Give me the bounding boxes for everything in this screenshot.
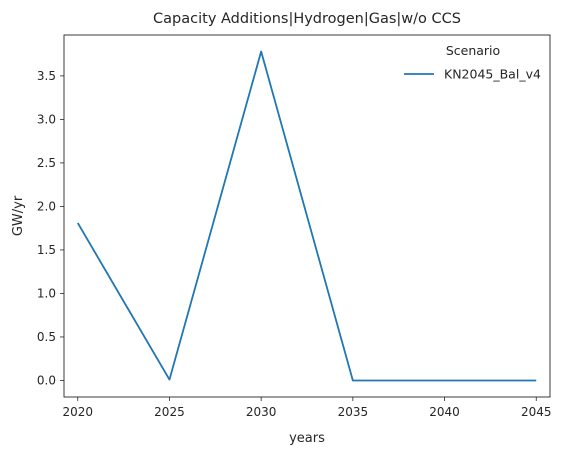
y-tick-label: 3.0 — [37, 112, 56, 126]
y-axis: 0.0 0.5 1.0 1.5 2.0 2.5 3.0 3.5 — [37, 69, 64, 387]
x-tick-label: 2025 — [154, 405, 185, 419]
x-tick-label: 2020 — [62, 405, 93, 419]
x-tick-label: 2045 — [521, 405, 552, 419]
y-tick-label: 2.5 — [37, 156, 56, 170]
y-axis-label: GW/yr — [11, 195, 26, 236]
x-tick-label: 2030 — [246, 405, 277, 419]
series-layer — [76, 50, 537, 382]
x-axis: 2020 2025 2030 2035 2040 2045 — [62, 397, 552, 419]
y-tick-label: 0.5 — [37, 330, 56, 344]
y-tick-label: 1.0 — [37, 286, 56, 300]
x-tick-label: 2040 — [429, 405, 460, 419]
y-tick-label: 0.0 — [37, 373, 56, 387]
chart-title: Capacity Additions|Hydrogen|Gas|w/o CCS — [153, 11, 461, 27]
legend: Scenario KN2045_Bal_v4 — [404, 43, 541, 82]
x-axis-label: years — [289, 431, 325, 446]
series-line — [76, 50, 537, 382]
y-tick-label: 1.5 — [37, 243, 56, 257]
y-tick-label: 2.0 — [37, 199, 56, 213]
legend-label: KN2045_Bal_v4 — [444, 67, 541, 82]
legend-title: Scenario — [446, 43, 500, 58]
x-tick-label: 2035 — [338, 405, 369, 419]
y-tick-label: 3.5 — [37, 69, 56, 83]
